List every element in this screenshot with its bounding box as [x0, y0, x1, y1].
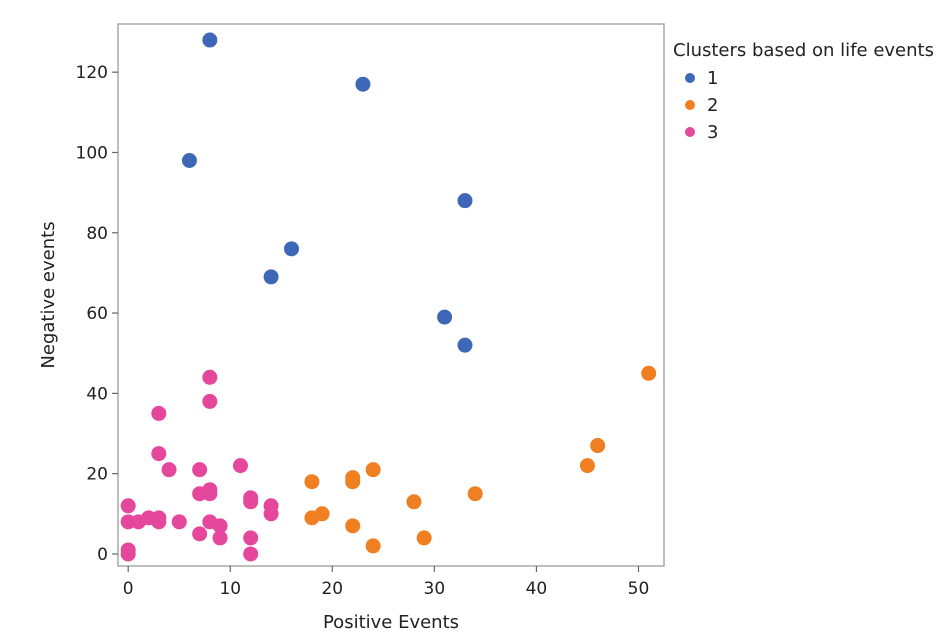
y-tick-label: 0 — [97, 545, 108, 565]
data-point-cluster-2 — [365, 462, 381, 478]
data-point-cluster-3 — [171, 514, 187, 530]
data-point-cluster-3 — [192, 526, 208, 542]
legend-marker-2 — [685, 100, 695, 110]
y-tick-label: 100 — [76, 143, 108, 163]
legend-marker-1 — [685, 73, 695, 83]
legend-label: 3 — [707, 122, 718, 143]
x-tick-label: 20 — [321, 579, 343, 599]
data-point-cluster-3 — [202, 369, 218, 385]
x-tick-label: 30 — [424, 579, 446, 599]
data-point-cluster-3 — [243, 494, 259, 510]
data-point-cluster-3 — [202, 393, 218, 409]
data-point-cluster-3 — [243, 530, 259, 546]
data-point-cluster-3 — [130, 514, 146, 530]
x-tick-label: 10 — [219, 579, 241, 599]
data-point-cluster-1 — [202, 32, 218, 48]
data-point-cluster-1 — [457, 337, 473, 353]
data-point-cluster-3 — [243, 546, 259, 562]
x-tick-label: 40 — [526, 579, 548, 599]
data-point-cluster-2 — [365, 538, 381, 554]
legend-items: 1 2 3 — [685, 68, 718, 143]
y-tick-label: 20 — [86, 465, 108, 485]
data-point-cluster-3 — [151, 405, 167, 421]
y-tick-label: 40 — [86, 384, 108, 404]
data-point-cluster-3 — [212, 530, 228, 546]
y-tick-label: 80 — [86, 224, 108, 244]
data-point-cluster-3 — [192, 462, 208, 478]
data-point-cluster-2 — [345, 518, 361, 534]
data-point-cluster-2 — [304, 474, 320, 490]
legend: Clusters based on life events 1 2 3 — [673, 40, 934, 143]
y-tick-label: 120 — [76, 63, 108, 83]
x-tick-label: 50 — [628, 579, 650, 599]
data-point-cluster-3 — [161, 462, 177, 478]
data-point-cluster-3 — [212, 518, 228, 534]
y-axis-title: Negative events — [38, 221, 59, 368]
plot-frame — [117, 23, 665, 567]
data-point-cluster-2 — [467, 486, 483, 502]
data-point-cluster-1 — [263, 269, 279, 285]
data-point-cluster-2 — [579, 458, 595, 474]
data-point-cluster-1 — [355, 76, 371, 92]
y-tick-label: 60 — [86, 304, 108, 324]
data-point-cluster-2 — [304, 510, 320, 526]
data-point-cluster-2 — [406, 494, 422, 510]
data-point-cluster-3 — [263, 506, 279, 522]
x-tick-label: 0 — [123, 579, 134, 599]
legend-title: Clusters based on life events — [673, 40, 934, 61]
data-point-cluster-3 — [151, 514, 167, 530]
data-point-cluster-3 — [151, 446, 167, 462]
legend-marker-3 — [685, 127, 695, 137]
data-point-cluster-3 — [202, 486, 218, 502]
data-point-cluster-2 — [590, 438, 606, 454]
data-points — [120, 32, 657, 562]
data-point-cluster-3 — [232, 458, 248, 474]
legend-label: 2 — [707, 95, 718, 116]
data-point-cluster-1 — [457, 193, 473, 209]
x-axis-title: Positive Events — [323, 612, 459, 633]
data-point-cluster-2 — [641, 365, 657, 381]
data-point-cluster-2 — [416, 530, 432, 546]
data-point-cluster-1 — [283, 241, 299, 257]
data-point-cluster-3 — [120, 498, 136, 514]
data-point-cluster-1 — [437, 309, 453, 325]
data-point-cluster-2 — [345, 474, 361, 490]
data-point-cluster-3 — [120, 546, 136, 562]
legend-label: 1 — [707, 68, 718, 89]
axes: 0 10 20 30 40 50 0 20 40 60 80 100 120 — [76, 63, 650, 599]
data-point-cluster-1 — [181, 153, 197, 169]
